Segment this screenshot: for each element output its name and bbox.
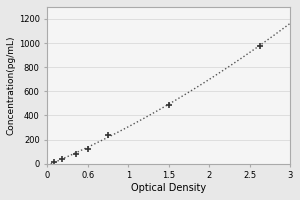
X-axis label: Optical Density: Optical Density: [131, 183, 206, 193]
Y-axis label: Concentration(pg/mL): Concentration(pg/mL): [7, 36, 16, 135]
